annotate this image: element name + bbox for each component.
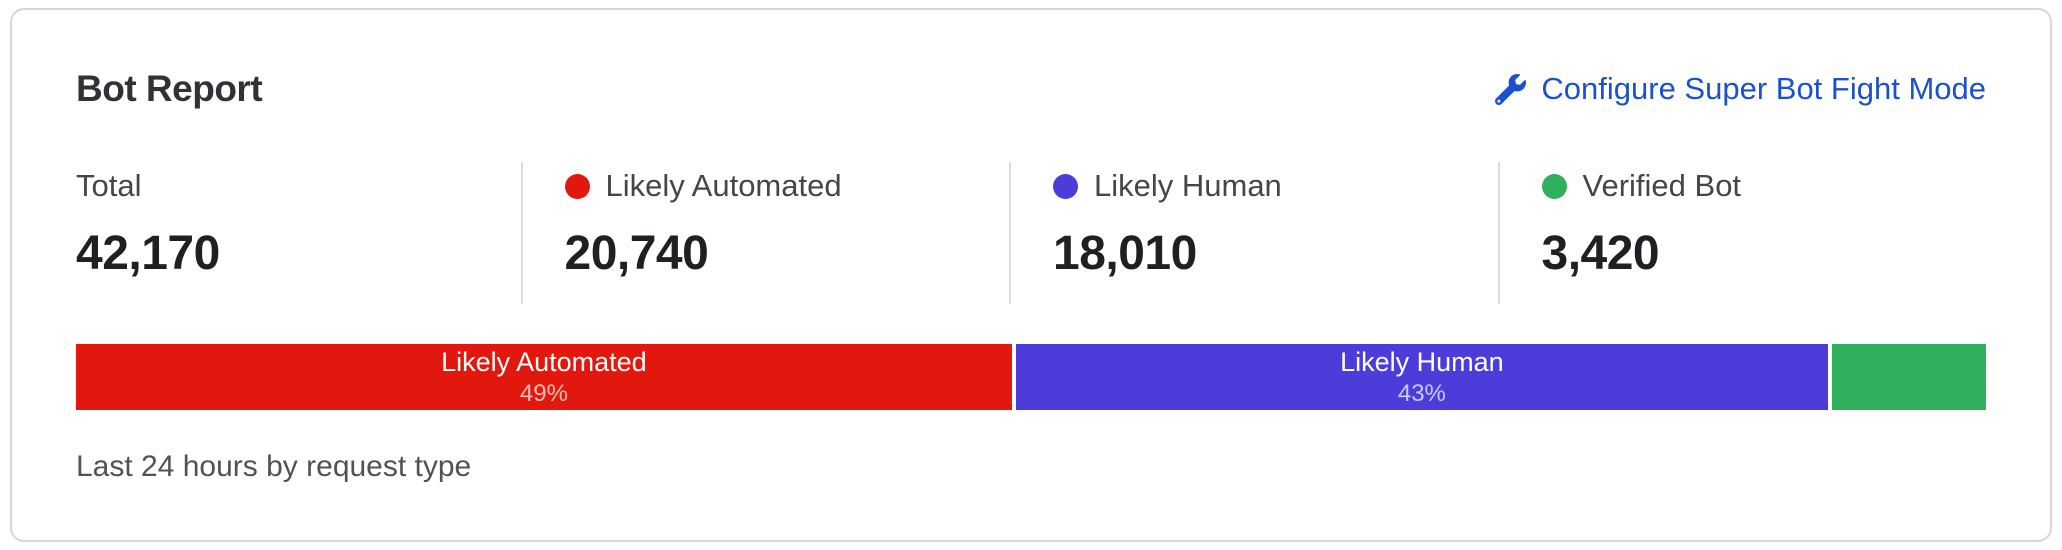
stat-verified-bot: Verified Bot 3,420 [1497,162,1987,304]
bar-segment-percent: 49% [519,380,568,407]
card-header: Bot Report Configure Super Bot Fight Mod… [76,66,1986,112]
stat-value: 18,010 [1053,227,1197,280]
stats-row: Total 42,170 Likely Automated 20,740 Lik… [76,162,1986,304]
stat-value: 42,170 [76,227,220,280]
stat-value: 3,420 [1541,227,1660,280]
bar-segment-likely-human: Likely Human 43% [1015,344,1828,410]
legend-dot-likely-automated [564,173,590,199]
bar-segment-label: Likely Human [1340,347,1504,377]
legend-dot-verified-bot [1541,173,1567,199]
configure-super-bot-fight-mode-link[interactable]: Configure Super Bot Fight Mode [1495,71,1986,107]
bar-segment-label: Likely Automated [441,347,647,377]
configure-link-label: Configure Super Bot Fight Mode [1541,71,1986,106]
bot-report-card: Bot Report Configure Super Bot Fight Mod… [10,8,2052,542]
stat-total: Total 42,170 [76,162,521,304]
stat-value: 20,740 [564,227,709,280]
stat-label: Total [76,168,142,203]
legend-dot-likely-human [1053,173,1078,199]
stat-label: Likely Human [1094,168,1282,203]
time-range-caption: Last 24 hours by request type [76,450,472,483]
page-title: Bot Report [76,68,263,109]
bar-segment-percent: 43% [1397,380,1446,407]
stat-likely-automated: Likely Automated 20,740 [520,162,1010,304]
stat-label: Verified Bot [1582,168,1742,203]
bar-segment-likely-automated: Likely Automated 49% [76,344,1012,410]
stat-label: Likely Automated [605,168,842,203]
stacked-bar: Likely Automated 49% Likely Human 43% [76,344,1987,410]
wrench-icon [1495,73,1527,105]
stat-likely-human: Likely Human 18,010 [1009,162,1498,304]
bar-segment-verified-bot [1831,344,1987,410]
